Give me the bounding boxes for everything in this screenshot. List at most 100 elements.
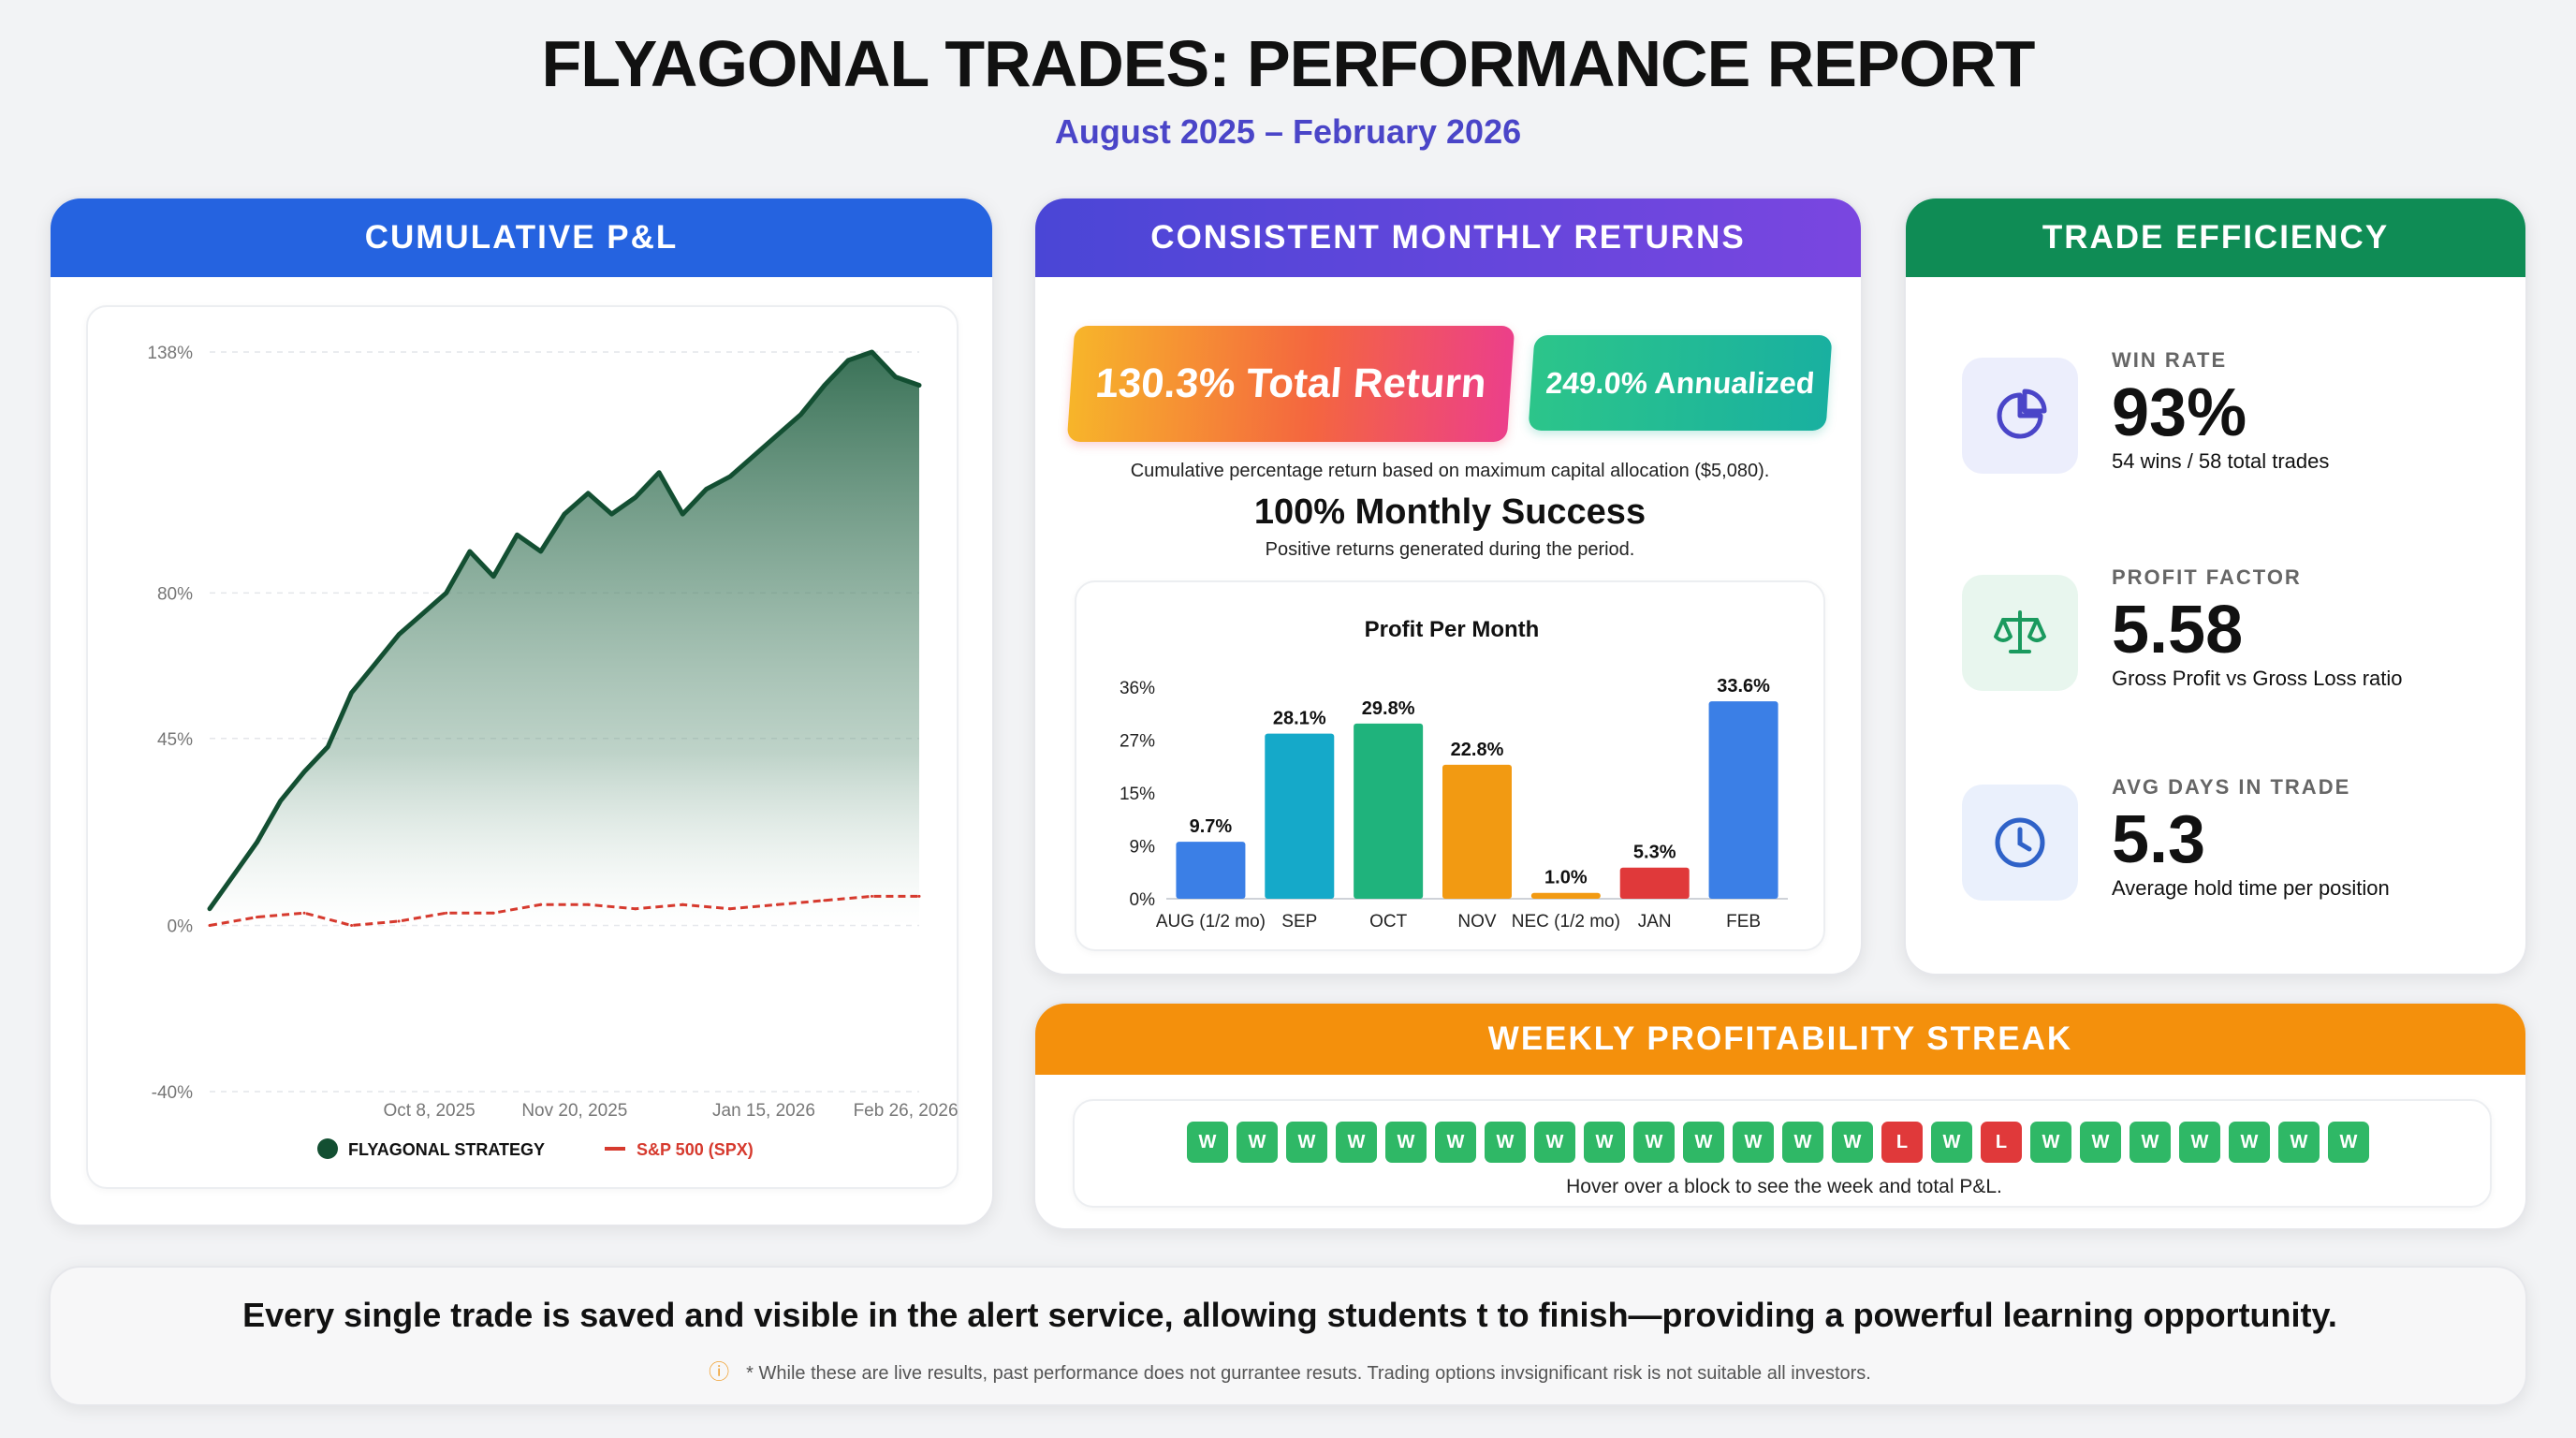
spx-point: [350, 924, 354, 927]
spx-point: [775, 902, 779, 906]
monthly-returns-heading: CONSISTENT MONTHLY RETURNS: [1035, 198, 1861, 277]
week-win-block[interactable]: W: [1584, 1122, 1625, 1163]
spx-point: [397, 919, 401, 923]
week-win-block[interactable]: W: [2130, 1122, 2171, 1163]
strategy-point: [231, 873, 236, 878]
week-win-block[interactable]: W: [1931, 1122, 1972, 1163]
bar-category-label: JAN: [1638, 912, 1672, 932]
strategy-point: [846, 358, 851, 362]
x-tick-label: Oct 8, 2025: [384, 1101, 476, 1121]
strategy-point: [586, 491, 591, 495]
bar-value-label: 29.8%: [1362, 698, 1415, 719]
y-tick-label: 80%: [157, 584, 193, 604]
strategy-point: [563, 512, 566, 517]
pnl-chart[interactable]: 138% 80% 45% 0% -40% Oct 8, 2025 Nov 20, 2025 J…: [88, 307, 960, 1191]
week-win-block[interactable]: W: [1336, 1122, 1377, 1163]
profit-per-month-chart[interactable]: Profit Per Month 36% 27% 15% 9% 0% 9.7% AUG (1/…: [1076, 582, 1827, 953]
strategy-point: [444, 591, 448, 595]
scales-icon: [1962, 575, 2078, 691]
spx-point: [871, 894, 873, 898]
bar-y-tick-label: 27%: [1120, 732, 1155, 752]
bar-value-label: 28.1%: [1273, 709, 1326, 729]
strategy-point: [538, 550, 543, 553]
win-rate-label: WIN RATE: [2112, 348, 2228, 372]
week-win-block[interactable]: W: [2179, 1122, 2220, 1163]
strategy-point: [704, 487, 709, 492]
week-win-block[interactable]: W: [2030, 1122, 2071, 1163]
spx-point: [681, 902, 684, 906]
spx-point: [634, 907, 637, 911]
spx-line: [209, 894, 919, 928]
avg-days-detail: Average hold time per position: [2112, 876, 2390, 900]
annualized-return-badge: 249.0% Annualized: [1528, 335, 1833, 431]
pie-chart-icon: [1962, 358, 2078, 474]
trade-efficiency-card: TRADE EFFICIENCY WIN RATE 93% 54 wins / …: [1904, 197, 2527, 976]
strategy-point: [727, 475, 732, 479]
week-win-block[interactable]: W: [1187, 1122, 1228, 1163]
win-rate-detail: 54 wins / 58 total trades: [2112, 449, 2330, 473]
avg-days-label: AVG DAYS IN TRADE: [2112, 775, 2351, 799]
strategy-point: [681, 512, 685, 517]
strategy-point: [822, 383, 827, 388]
strategy-point: [255, 840, 259, 844]
bar-oct: [1354, 723, 1424, 899]
week-win-block[interactable]: W: [1534, 1122, 1575, 1163]
avg-days-value: 5.3: [2112, 802, 2206, 877]
week-win-block[interactable]: W: [2229, 1122, 2270, 1163]
week-win-block[interactable]: W: [1832, 1122, 1873, 1163]
week-win-block[interactable]: W: [1633, 1122, 1675, 1163]
bar-category-label: NOV: [1457, 912, 1497, 932]
week-win-block[interactable]: W: [1435, 1122, 1476, 1163]
bar-category-label: OCT: [1369, 912, 1408, 932]
week-win-block[interactable]: W: [1733, 1122, 1774, 1163]
spx-point: [491, 911, 495, 915]
week-loss-block[interactable]: L: [1981, 1122, 2022, 1163]
y-tick-label: 45%: [157, 730, 193, 750]
strategy-point: [373, 661, 377, 666]
disclaimer-text: * While these are live results, past per…: [746, 1363, 1871, 1384]
strategy-point: [752, 454, 756, 458]
bar-category-label: SEP: [1281, 912, 1317, 932]
x-tick-label: Feb 26, 2026: [854, 1101, 959, 1121]
total-return-badge: 130.3% Total Return: [1066, 326, 1515, 442]
bar-nov: [1442, 764, 1512, 899]
strategy-point: [798, 412, 803, 417]
y-tick-label: -40%: [152, 1083, 193, 1103]
strategy-point: [609, 512, 614, 517]
monthly-success-title: 100% Monthly Success: [1253, 492, 1647, 532]
week-loss-block[interactable]: L: [1881, 1122, 1923, 1163]
spx-point: [302, 911, 306, 915]
legend-strategy-label: FLYAGONAL STRATEGY: [348, 1140, 545, 1159]
week-win-block[interactable]: W: [1782, 1122, 1823, 1163]
week-win-block[interactable]: W: [1485, 1122, 1526, 1163]
legend-strategy-marker: [317, 1138, 338, 1159]
strategy-point: [893, 374, 898, 379]
strategy-point: [208, 906, 212, 911]
strategy-point: [349, 690, 354, 695]
page-subtitle: August 2025 – February 2026: [1054, 112, 1522, 151]
weekly-streak-heading: WEEKLY PROFITABILITY STREAK: [1035, 1004, 2525, 1075]
spx-point: [256, 916, 258, 919]
clock-icon: [1962, 785, 2078, 901]
week-win-block[interactable]: W: [2278, 1122, 2320, 1163]
return-basis-note: Cumulative percentage return based on ma…: [1130, 461, 1770, 481]
strategy-point: [515, 533, 520, 537]
spx-point: [586, 902, 590, 906]
week-win-block[interactable]: W: [1683, 1122, 1724, 1163]
bar-sep: [1265, 733, 1335, 899]
week-win-block[interactable]: W: [2080, 1122, 2121, 1163]
cumulative-pnl-heading: CUMULATIVE P&L: [51, 198, 992, 277]
streak-hint: Hover over a block to see the week and t…: [1566, 1176, 2002, 1197]
week-win-block[interactable]: W: [1237, 1122, 1278, 1163]
y-tick-label: 0%: [168, 917, 194, 936]
legend-spx-label: S&P 500 (SPX): [637, 1140, 754, 1159]
bar-aug: [1176, 842, 1246, 899]
strategy-point: [491, 574, 496, 579]
bar-y-tick-label: 0%: [1130, 890, 1156, 910]
week-win-block[interactable]: W: [1286, 1122, 1327, 1163]
spx-point: [208, 924, 212, 927]
week-win-block[interactable]: W: [1385, 1122, 1427, 1163]
page-title: FLYAGONAL TRADES: PERFORMANCE REPORT: [541, 27, 2036, 100]
week-win-block[interactable]: W: [2328, 1122, 2369, 1163]
bar-category-label: FEB: [1726, 912, 1761, 932]
